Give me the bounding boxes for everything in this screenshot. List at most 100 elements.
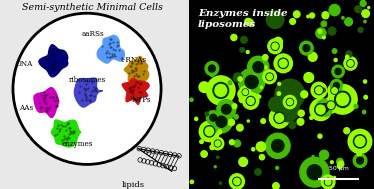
Circle shape bbox=[210, 145, 214, 150]
Circle shape bbox=[362, 110, 366, 114]
Circle shape bbox=[353, 135, 367, 148]
Circle shape bbox=[348, 129, 372, 153]
Circle shape bbox=[238, 77, 242, 81]
Circle shape bbox=[331, 64, 345, 79]
Circle shape bbox=[312, 155, 314, 157]
Circle shape bbox=[228, 172, 246, 189]
Circle shape bbox=[297, 118, 304, 125]
Circle shape bbox=[348, 61, 353, 66]
Circle shape bbox=[219, 182, 222, 184]
Circle shape bbox=[303, 72, 315, 83]
Circle shape bbox=[304, 73, 313, 82]
Circle shape bbox=[306, 167, 315, 176]
Circle shape bbox=[309, 167, 316, 174]
Circle shape bbox=[328, 102, 334, 108]
Circle shape bbox=[237, 124, 243, 131]
Circle shape bbox=[229, 174, 245, 189]
Circle shape bbox=[345, 18, 353, 26]
Circle shape bbox=[239, 97, 244, 102]
Circle shape bbox=[267, 38, 283, 55]
Circle shape bbox=[242, 162, 245, 166]
Circle shape bbox=[264, 66, 267, 69]
Circle shape bbox=[263, 70, 276, 84]
Circle shape bbox=[255, 94, 260, 99]
Circle shape bbox=[273, 95, 301, 124]
Circle shape bbox=[368, 7, 370, 9]
Circle shape bbox=[319, 150, 329, 160]
Circle shape bbox=[309, 167, 316, 175]
Circle shape bbox=[238, 89, 248, 99]
Circle shape bbox=[276, 62, 282, 69]
Circle shape bbox=[211, 136, 225, 151]
Circle shape bbox=[246, 54, 271, 80]
Circle shape bbox=[236, 66, 267, 98]
Circle shape bbox=[333, 176, 336, 179]
Circle shape bbox=[343, 101, 349, 107]
Circle shape bbox=[210, 145, 215, 150]
Circle shape bbox=[315, 27, 327, 39]
Circle shape bbox=[240, 36, 247, 43]
Circle shape bbox=[247, 19, 253, 26]
Circle shape bbox=[336, 158, 344, 166]
Circle shape bbox=[267, 74, 272, 80]
Circle shape bbox=[316, 28, 326, 38]
Circle shape bbox=[334, 58, 337, 62]
Circle shape bbox=[344, 57, 357, 70]
Circle shape bbox=[229, 119, 234, 125]
Circle shape bbox=[212, 137, 224, 150]
Circle shape bbox=[272, 43, 278, 49]
Circle shape bbox=[294, 11, 300, 18]
Circle shape bbox=[214, 91, 222, 100]
Circle shape bbox=[301, 91, 308, 98]
Circle shape bbox=[204, 60, 220, 77]
Circle shape bbox=[247, 120, 249, 122]
Circle shape bbox=[214, 92, 221, 99]
Circle shape bbox=[204, 73, 237, 108]
Text: lipids: lipids bbox=[122, 181, 145, 189]
Circle shape bbox=[368, 6, 370, 9]
Circle shape bbox=[214, 166, 217, 168]
Circle shape bbox=[321, 21, 327, 27]
Text: 50 μm: 50 μm bbox=[329, 166, 349, 171]
Circle shape bbox=[201, 151, 207, 157]
Circle shape bbox=[343, 101, 349, 107]
Circle shape bbox=[298, 110, 304, 116]
Circle shape bbox=[334, 176, 335, 179]
Circle shape bbox=[355, 6, 361, 12]
Circle shape bbox=[279, 60, 287, 67]
Circle shape bbox=[321, 88, 326, 92]
Circle shape bbox=[254, 168, 262, 176]
Circle shape bbox=[318, 30, 322, 33]
Circle shape bbox=[310, 13, 315, 18]
Circle shape bbox=[260, 86, 263, 88]
Circle shape bbox=[221, 86, 231, 96]
Circle shape bbox=[273, 36, 283, 47]
Circle shape bbox=[327, 26, 337, 36]
Circle shape bbox=[274, 54, 292, 73]
Circle shape bbox=[298, 40, 314, 56]
Circle shape bbox=[289, 18, 296, 25]
Circle shape bbox=[288, 121, 297, 129]
Circle shape bbox=[228, 81, 232, 85]
Circle shape bbox=[311, 82, 327, 98]
Circle shape bbox=[354, 104, 358, 109]
Circle shape bbox=[337, 163, 342, 169]
Circle shape bbox=[206, 76, 235, 105]
Circle shape bbox=[231, 34, 237, 41]
Circle shape bbox=[345, 55, 349, 59]
Circle shape bbox=[321, 175, 335, 189]
Circle shape bbox=[243, 93, 259, 109]
Circle shape bbox=[307, 165, 322, 180]
Circle shape bbox=[243, 90, 248, 94]
Circle shape bbox=[240, 36, 248, 44]
Text: ribosomes: ribosomes bbox=[68, 76, 105, 84]
Circle shape bbox=[246, 50, 249, 53]
Circle shape bbox=[306, 167, 314, 175]
Polygon shape bbox=[39, 45, 68, 77]
Circle shape bbox=[216, 116, 227, 127]
Text: t-RNAs: t-RNAs bbox=[120, 57, 147, 64]
Circle shape bbox=[297, 118, 304, 126]
Circle shape bbox=[358, 27, 364, 33]
Circle shape bbox=[245, 75, 258, 89]
Circle shape bbox=[275, 118, 282, 125]
